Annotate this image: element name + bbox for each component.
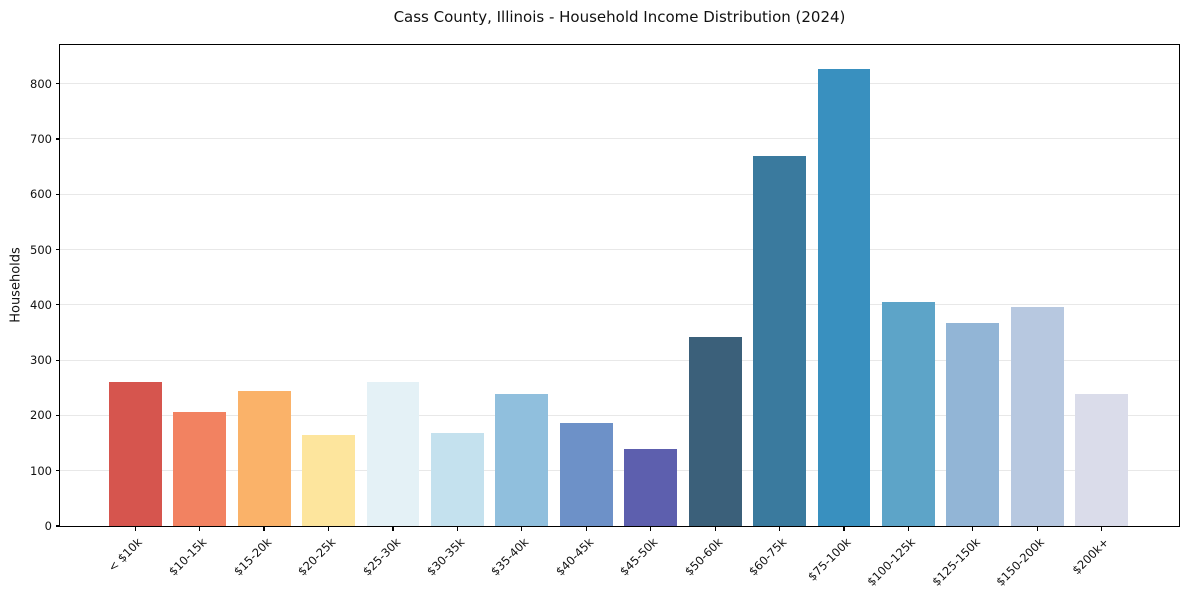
x-tick-mark [199, 526, 201, 531]
x-tick-mark [907, 526, 910, 531]
y-tick-mark [55, 470, 60, 472]
plot-area: 0 100 200 300 400 500 600 700 800 < $10k $10-15k $1… [30, 44, 1180, 589]
bar [624, 448, 678, 526]
gridline [60, 359, 1179, 361]
bar [753, 155, 806, 526]
x-tick-label: $200k+ [1069, 535, 1112, 578]
y-axis-label: Households [8, 247, 24, 323]
x-tick-mark [392, 526, 394, 531]
y-tick-label: 500 [30, 242, 52, 257]
gridline [60, 470, 1179, 472]
x-tick-mark [778, 526, 781, 531]
bar [1010, 306, 1064, 526]
gridline [60, 249, 1179, 251]
gridline [60, 414, 1179, 416]
x-tick-label: $125-150k [929, 535, 983, 589]
x-tick-label: $50-60k [681, 535, 726, 579]
x-tick-mark [1036, 526, 1038, 531]
x-tick-label: $30-35k [423, 535, 468, 579]
chart-title: Cass County, Illinois - Household Income… [393, 8, 846, 26]
x-tick-label: $15-20k [230, 535, 274, 579]
x-tick-label: $60-75k [746, 535, 790, 579]
x-tick-label: $150-200k [993, 535, 1048, 589]
y-tick-mark [55, 414, 60, 416]
x-tick-label: $20-25k [295, 535, 339, 579]
x-tick-label: $25-30k [359, 535, 403, 579]
x-tick-mark [1101, 526, 1103, 531]
y-tick-label: 200 [30, 408, 52, 423]
bar [817, 68, 871, 526]
x-tick-mark [714, 526, 716, 531]
gridline [60, 83, 1179, 85]
gridline [60, 138, 1179, 140]
bar [108, 381, 162, 526]
y-tick-label: 400 [30, 297, 52, 312]
y-tick-label: 700 [30, 131, 52, 146]
bar [559, 423, 613, 526]
x-tick-mark [521, 526, 523, 531]
bar [946, 322, 1000, 526]
x-tick-mark [456, 526, 458, 531]
y-tick-label: 0 [44, 519, 52, 533]
bar [430, 432, 484, 526]
bar [495, 394, 549, 526]
x-tick-mark [263, 526, 265, 531]
x-tick-label: $45-50k [617, 535, 661, 579]
bar [237, 391, 291, 526]
y-tick-label: 600 [30, 187, 52, 202]
bar [1075, 394, 1129, 526]
x-tick-mark [134, 526, 136, 531]
y-tick-mark [55, 525, 60, 527]
y-tick-label: 800 [30, 76, 52, 91]
x-tick-label: $35-40k [488, 535, 532, 579]
y-tick-mark [55, 248, 60, 251]
bar [688, 336, 742, 526]
y-tick-mark [55, 193, 60, 195]
x-tick-label: $40-45k [552, 535, 597, 579]
bar [302, 434, 355, 526]
gridline [60, 193, 1179, 195]
bar [882, 301, 935, 526]
y-tick-mark [55, 359, 60, 361]
x-tick-mark [327, 526, 330, 531]
y-tick-mark [55, 83, 60, 85]
x-tick-mark [972, 526, 974, 531]
x-tick-mark [585, 526, 587, 531]
x-tick-label: $75-100k [805, 535, 854, 584]
x-tick-mark [650, 526, 652, 531]
gridline [60, 304, 1179, 306]
bar [366, 381, 420, 526]
bar [173, 411, 227, 526]
y-tick-label: 300 [30, 353, 52, 368]
x-tick-mark [843, 526, 845, 531]
x-tick-label: $10-15k [166, 535, 210, 579]
y-tick-mark [55, 138, 60, 140]
y-tick-mark [55, 304, 60, 306]
x-tick-label: $100-125k [864, 535, 919, 589]
y-tick-label: 100 [30, 463, 52, 478]
x-tick-label: < $10k [105, 535, 146, 575]
